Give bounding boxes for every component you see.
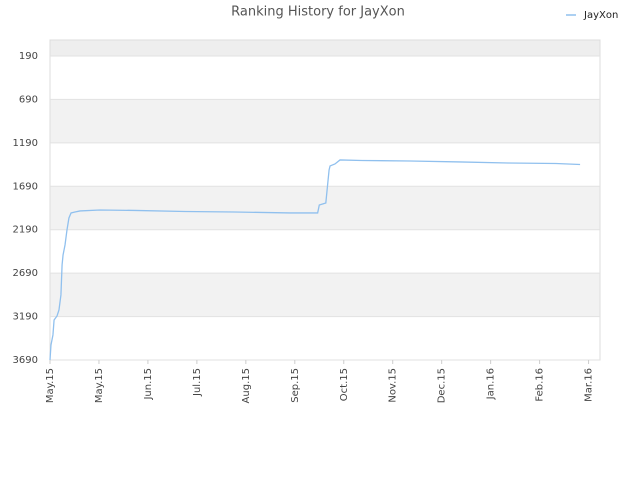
grid-band [50,99,600,143]
grid-band [50,273,600,317]
chart-title: Ranking History for JayXon [231,5,405,20]
y-tick-label: 2690 [13,268,38,279]
x-tick-label: Jun.15 [143,368,154,401]
y-tick-label: 190 [19,51,38,62]
x-tick-label: Jul.15 [192,368,203,397]
y-tick-label: 690 [19,94,38,105]
grid-band [50,229,600,274]
x-tick-label: Oct.15 [339,368,350,401]
x-tick-label: Nov.15 [388,368,399,403]
y-tick-label: 1190 [13,138,38,149]
y-tick-label: 3690 [13,355,38,366]
grid-band [50,142,600,187]
y-tick-label: 2190 [13,225,38,236]
x-tick-label: Jan.16 [486,368,497,400]
grid-band [50,55,600,100]
grid-band [50,186,600,230]
x-tick-label: May.15 [94,368,105,403]
y-tick-label: 1690 [13,181,38,192]
grid-band [50,316,600,360]
x-tick-label: Aug.15 [241,368,252,403]
y-tick-label: 3190 [13,312,38,323]
line [49,159,581,361]
x-tick-label: May.15 [45,368,56,403]
x-tick-label: Dec.15 [437,368,448,403]
x-tick-label: Sep.15 [290,368,301,403]
x-tick-label: Feb.16 [535,368,546,402]
grid-band [50,40,600,56]
legend-label: JayXon [583,10,618,21]
x-tick-label: Mar.16 [584,368,595,402]
